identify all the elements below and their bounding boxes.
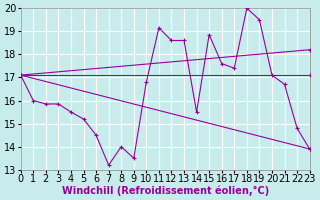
X-axis label: Windchill (Refroidissement éolien,°C): Windchill (Refroidissement éolien,°C): [61, 185, 269, 196]
